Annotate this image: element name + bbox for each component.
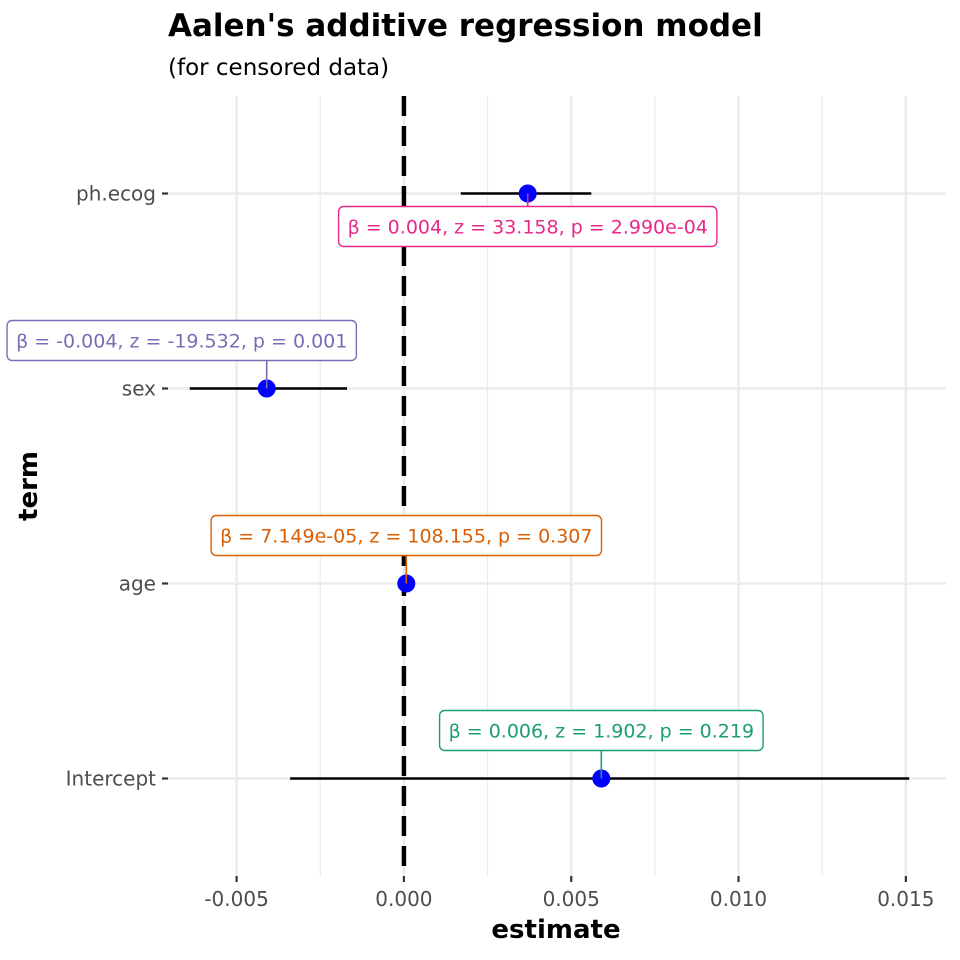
estimate-label-text: β = -0.004, z = -19.532, p = 0.001 [16, 331, 347, 353]
label-box [6, 319, 358, 362]
y-tick-label: sex [122, 377, 156, 401]
y-tick-label: Intercept [66, 767, 157, 791]
y-tick-label: ph.ecog [76, 182, 156, 206]
x-tick-label: 0.015 [877, 887, 934, 911]
confidence-intervals [189, 192, 910, 780]
estimate-labels: β = 0.006, z = 1.902, p = 0.219 β = 7.149… [6, 193, 764, 779]
y-axis: Intercept age sex ph.ecog [66, 182, 168, 791]
x-tick-label: 0.000 [375, 887, 432, 911]
x-tick-label: 0.005 [543, 887, 600, 911]
x-tick-label: 0.010 [710, 887, 767, 911]
y-axis-title: term [14, 451, 44, 521]
estimate-label: β = 0.004, z = 33.158, p = 2.990e-04 [337, 193, 718, 248]
chart-title: Aalen's additive regression model [168, 8, 763, 44]
estimate-label-text: β = 0.004, z = 33.158, p = 2.990e-04 [348, 217, 708, 239]
estimate-label: β = 0.006, z = 1.902, p = 0.219 [438, 709, 764, 779]
estimate-label: β = -0.004, z = -19.532, p = 0.001 [6, 319, 358, 389]
estimate-label: β = 7.149e-05, z = 108.155, p = 0.307 [210, 514, 603, 584]
x-axis-title: estimate [491, 915, 620, 945]
x-tick-label: -0.005 [204, 887, 268, 911]
estimate-label-text: β = 7.149e-05, z = 108.155, p = 0.307 [220, 526, 592, 548]
estimate-points [257, 184, 611, 788]
chart-subtitle: (for censored data) [168, 55, 390, 81]
estimate-label-text: β = 0.006, z = 1.902, p = 0.219 [449, 721, 755, 743]
x-axis: -0.005 0.000 0.005 0.010 0.015 [204, 876, 934, 911]
y-tick-label: age [119, 572, 156, 596]
